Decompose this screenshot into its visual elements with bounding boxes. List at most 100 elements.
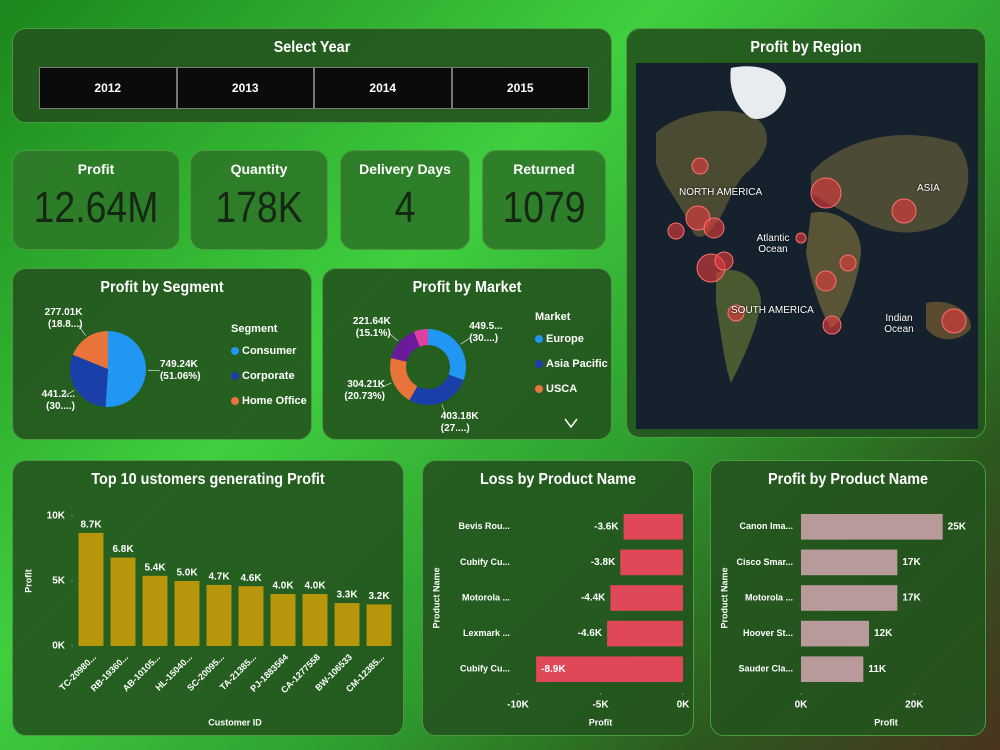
y-tick-label: Lexmark ... (463, 628, 510, 638)
map-bubbles (667, 157, 967, 335)
legend-title: Market (535, 311, 571, 323)
data-label: 5.4K (144, 562, 166, 573)
map-label: Indian Ocean (884, 313, 914, 335)
bar (623, 513, 683, 540)
chart: 0K5K10K8.7KTC-20980...6.8KRB-19360...5.4… (23, 511, 392, 727)
slice (409, 374, 464, 405)
kpi-value: 12.64M (33, 183, 159, 232)
x-tick-label: 0K (795, 700, 809, 711)
legend-marker (231, 372, 239, 380)
y-tick-label: 0K (52, 641, 66, 652)
bar (270, 594, 296, 646)
legend-marker (231, 347, 239, 355)
map-label: Atlantic Ocean (756, 233, 790, 255)
legend-marker (231, 397, 239, 405)
data-label: -4.4K (581, 593, 606, 604)
year-button[interactable]: 2013 (176, 67, 314, 109)
map-title: Profit by Region (750, 39, 862, 56)
bar (238, 586, 264, 646)
year-button[interactable]: 2015 (451, 67, 589, 109)
data-label: 221.64K (15.1%) (352, 315, 391, 339)
leader-line (380, 382, 392, 389)
slice (390, 357, 418, 401)
slice (391, 331, 420, 362)
bar (620, 549, 683, 576)
leader-line (388, 332, 399, 342)
year-button[interactable]: 2014 (314, 67, 452, 109)
data-label: 6.8K (112, 544, 134, 555)
bar (607, 620, 683, 647)
land (811, 134, 969, 233)
data-label: 4.0K (304, 581, 326, 592)
data-label: 17K (902, 557, 921, 568)
land (730, 66, 786, 119)
y-tick-label: 10K (47, 511, 66, 522)
bar (366, 604, 392, 646)
kpi-label: Delivery Days (359, 161, 451, 177)
data-label: 304.21K (20.73%) (344, 378, 385, 402)
bar (801, 585, 898, 611)
x-tick-label: -10K (507, 700, 529, 711)
x-axis-title: Customer ID (208, 717, 262, 727)
data-label: 8.7K (80, 520, 102, 531)
chart-title: Profit by Market (412, 279, 522, 296)
y-tick-label: Cubify Cu... (460, 664, 510, 674)
data-label: 403.18K (27....) (440, 411, 479, 435)
y-tick-label: Cubify Cu... (460, 557, 510, 567)
data-label: -3.6K (594, 521, 619, 532)
chart-panel: Profit by Product Name 0K 20K 25K Canon Ima… (710, 460, 986, 736)
bar (801, 656, 864, 683)
y-tick-label: Hoover St... (743, 628, 793, 638)
kpi-card: Quantity 178K (190, 150, 328, 250)
bar (536, 656, 683, 683)
data-label: 4.6K (240, 573, 262, 584)
slice (72, 331, 108, 369)
legend-scroll-arrow[interactable] (564, 418, 578, 429)
kpi-value: 1079 (502, 183, 586, 232)
chart-title: Profit by Product Name (767, 471, 929, 488)
bar (110, 557, 136, 646)
x-tick-label: -5K (592, 700, 609, 711)
data-label: 449.5... (30....) (469, 320, 503, 344)
land (806, 212, 861, 328)
chart-panel: Profit by Market Market Europe Asia Pacifi… (322, 268, 612, 440)
kpi-value: 4 (394, 183, 416, 232)
chart: -10K -5K 0K -3.6K Bevis Rou... -3.8K Cubify Cu… (431, 513, 691, 727)
x-tick-label: 0K (677, 700, 691, 711)
y-tick-label: Canon Ima... (739, 521, 793, 531)
data-label: -8.9K (541, 664, 566, 675)
map-label: SOUTH AMERICA (731, 305, 814, 316)
y-axis-title: Profit (23, 569, 33, 593)
y-axis-title: Product Name (719, 567, 729, 628)
land (656, 110, 767, 238)
chart-title: Profit by Segment (100, 279, 224, 296)
kpi-value: 178K (215, 183, 303, 232)
legend-marker (535, 360, 543, 368)
year-slicer: Select Year 2012 2013 2014 2015 (12, 28, 612, 123)
chart-panel: Loss by Product Name -10K -5K 0K -3.6K Bevis… (422, 460, 694, 736)
slice (69, 354, 108, 407)
chart: Segment Consumer Corporate Home Office (63, 323, 307, 407)
legend-label: USCA (546, 383, 577, 395)
data-label: 3.3K (336, 590, 358, 601)
legend-label: Home Office (242, 395, 307, 407)
y-tick-label: Motorola ... (745, 592, 793, 602)
data-label: 749.24K (51.06%) (159, 358, 201, 382)
data-label: 3.2K (368, 591, 390, 602)
legend-label: Corporate (242, 370, 295, 382)
x-axis-title: Profit (874, 717, 898, 727)
legend-label: Asia Pacific (546, 358, 608, 370)
data-label: 17K (902, 593, 921, 604)
kpi-label: Quantity (230, 161, 288, 177)
bar (334, 603, 360, 646)
legend-title: Segment (231, 323, 278, 335)
kpi-card: Returned 1079 (482, 150, 606, 250)
x-axis-title: Profit (589, 717, 613, 727)
bar (801, 513, 943, 540)
chart-panel: Profit by Segment Segment Consumer Corpora… (12, 268, 312, 440)
year-button[interactable]: 2012 (39, 67, 177, 109)
data-label: 277.01K (18.8...) (44, 307, 83, 331)
slice (413, 329, 428, 347)
y-tick-label: Cisco Smar... (736, 557, 793, 567)
